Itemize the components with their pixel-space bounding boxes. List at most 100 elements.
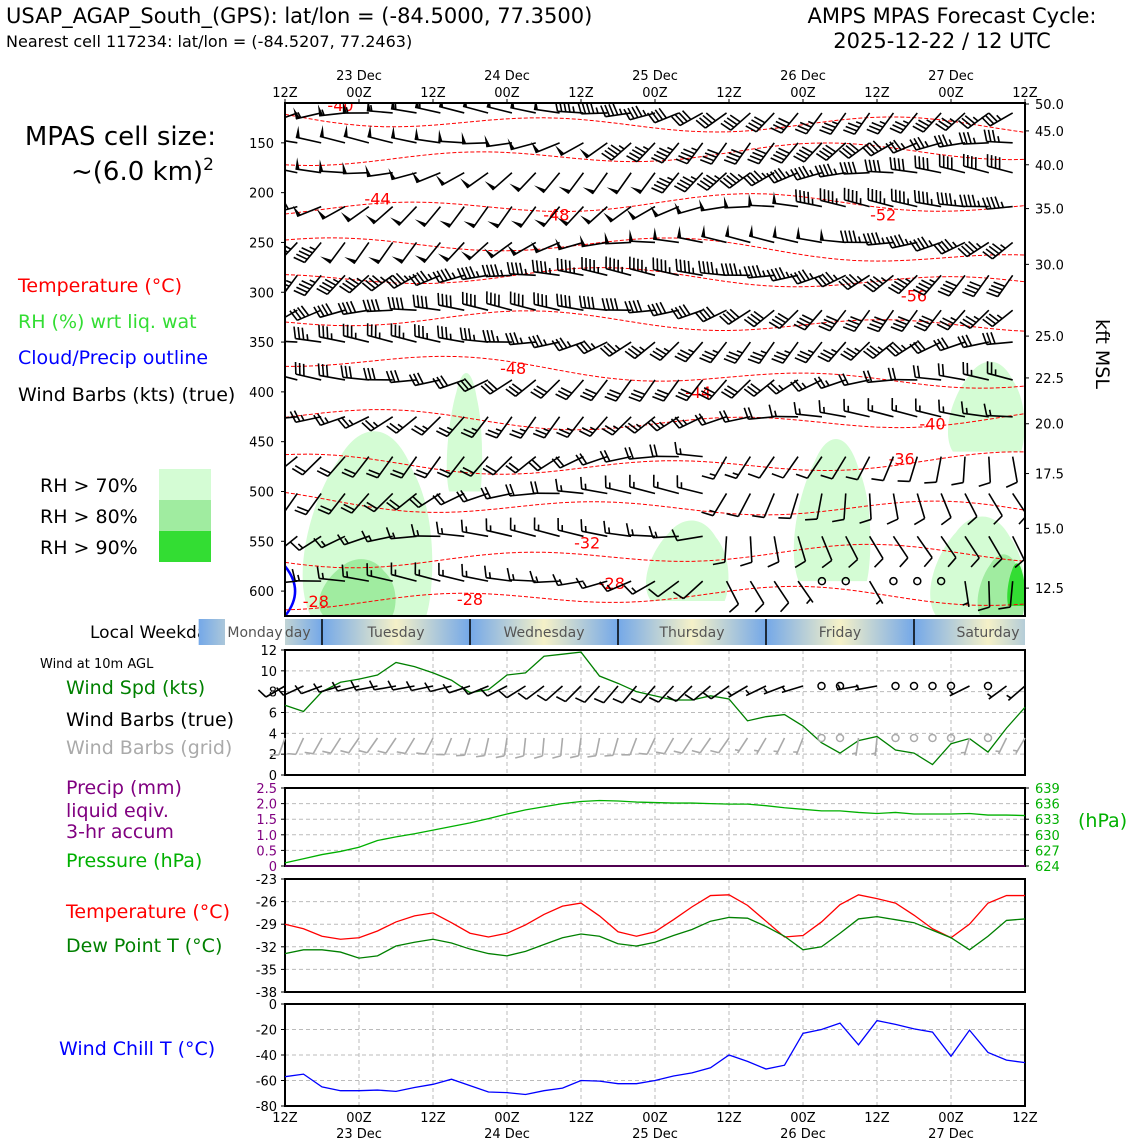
barb-full: [819, 129, 832, 135]
cross-section-wind-barb: [528, 455, 561, 472]
barb-staff: [589, 416, 608, 437]
legend-dewpoint: Dew Point T (°C): [66, 935, 222, 957]
barb-pennant: [365, 215, 377, 224]
surface-wind-barb-grid: [621, 737, 638, 756]
barb-full: [775, 150, 788, 158]
barb-full: [556, 431, 568, 439]
rh-70-label: RH > 70%: [40, 475, 138, 497]
barb-full: [656, 180, 669, 188]
cross-section-wind-barb: [456, 377, 489, 393]
barb-full: [267, 572, 271, 583]
barb-full: [463, 327, 468, 341]
cell-size-label: MPAS cell size:: [25, 122, 216, 152]
barb-full: [567, 103, 571, 113]
barb-full: [325, 303, 333, 315]
barb-half: [397, 423, 404, 429]
cross-section-wind-barb: [675, 258, 703, 277]
barb-staff: [734, 341, 752, 364]
cross-section-wind-barb: [962, 153, 990, 174]
cross-section-wind-barb: [555, 238, 584, 251]
barb-full: [820, 352, 832, 360]
barb-full: [442, 683, 450, 694]
surface-wind-barb-true: [498, 685, 526, 699]
cross-section-wind-barb: [342, 161, 369, 175]
cross-section-wind-barb: [414, 241, 442, 264]
barb-pennant: [414, 219, 427, 227]
barb-full: [893, 342, 903, 353]
barb-half: [309, 246, 316, 251]
barb-full: [395, 297, 400, 310]
barb-full: [924, 481, 937, 484]
temperature-contour: [285, 451, 1025, 475]
barb-staff: [915, 142, 942, 151]
cross-section-wind-barb: [797, 580, 814, 605]
barb-pennant: [388, 168, 396, 180]
surface-wind-barb-true: [948, 685, 970, 697]
barb-staff: [915, 376, 942, 381]
barb-full: [825, 271, 835, 282]
barb-full: [510, 262, 515, 275]
barb-full: [463, 377, 473, 389]
surface-wind-barb-true: [331, 681, 360, 692]
cross-section-wind-barb: [482, 456, 513, 476]
barb-full: [815, 152, 827, 161]
barb-staff: [867, 379, 894, 384]
barb-full: [912, 288, 925, 296]
barb-full: [747, 385, 758, 395]
barb-pennant: [484, 248, 495, 258]
barb-full: [915, 285, 928, 293]
cross-section-wind-barb: [575, 340, 608, 355]
barb-staff: [467, 685, 489, 696]
barb-half: [880, 276, 887, 282]
barb-full: [603, 449, 611, 462]
barb-full: [747, 158, 760, 165]
barb-staff: [868, 409, 894, 418]
barb-staff: [517, 172, 537, 193]
barb-staff: [295, 136, 322, 144]
height-tick-label: 20.0: [1035, 418, 1064, 433]
barb-full: [961, 245, 972, 255]
barb-half: [761, 172, 767, 178]
barb-staff: [564, 685, 582, 703]
weekday-label-thursday: Thursday: [658, 625, 724, 641]
cross-section-wind-barb: [600, 103, 632, 118]
cross-section-wind-barb: [838, 142, 871, 159]
barb-staff: [677, 486, 703, 495]
barb-staff: [285, 205, 298, 211]
barb-full: [718, 410, 726, 423]
nearest-cell-line: Nearest cell 117234: lat/lon = (-84.5207…: [6, 32, 412, 51]
barb-full: [412, 273, 421, 285]
surface-wind-barb-true: [350, 680, 378, 691]
surface-wind-barb-grid: [604, 737, 619, 757]
barb-full: [933, 339, 942, 351]
barb-full: [871, 478, 884, 482]
barb-pennant: [272, 156, 276, 168]
barb-half: [807, 120, 815, 125]
barb-full: [626, 155, 638, 163]
barb-full: [506, 261, 511, 275]
y-tick-label: -32: [256, 941, 277, 956]
barb-full: [677, 352, 689, 360]
cross-section-wind-barb: [534, 172, 561, 194]
barb-half: [855, 121, 863, 125]
barb-full: [838, 149, 850, 159]
cross-section-wind-barb: [913, 309, 942, 332]
calm-circle: [928, 733, 937, 743]
barb-full: [793, 271, 802, 283]
barb-full: [367, 367, 372, 380]
barb-staff: [464, 379, 489, 393]
cross-section-wind-barb: [724, 456, 752, 480]
barb-staff: [447, 456, 465, 478]
barb-full: [313, 683, 321, 693]
barb-staff: [853, 112, 871, 135]
barb-staff: [510, 142, 536, 151]
cross-section-wind-barb: [361, 416, 394, 432]
cross-section-wind-barb: [285, 375, 298, 381]
surface-wind-barb-grid: [773, 737, 786, 755]
cross-section-wind-barb: [460, 172, 489, 189]
barb-staff: [963, 341, 989, 349]
barb-full: [707, 148, 720, 155]
barb-staff: [796, 171, 823, 181]
cross-section-wind-barb: [294, 493, 322, 516]
barb-full: [869, 278, 881, 288]
